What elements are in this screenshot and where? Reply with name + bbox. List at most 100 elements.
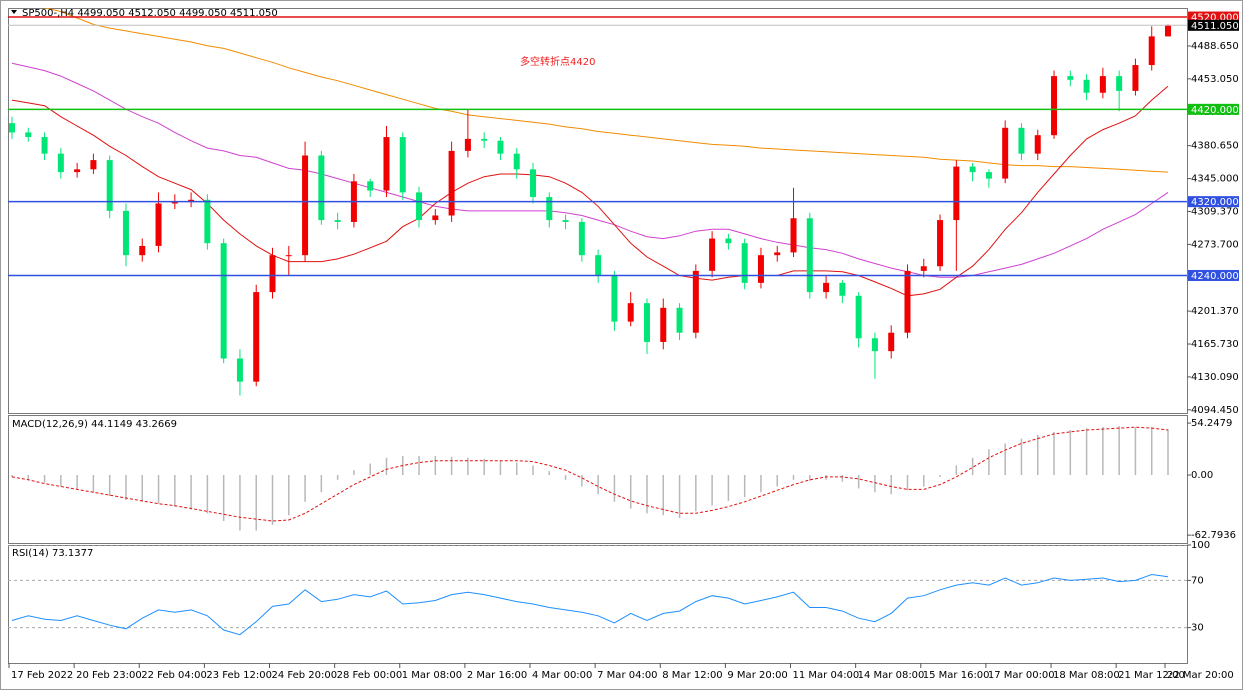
candle-body [823, 282, 830, 293]
y-tick-label: 30 [1191, 623, 1204, 634]
candle-body [1018, 127, 1025, 154]
candle-body [839, 282, 846, 296]
y-tick-label: 4309.370 [1191, 206, 1239, 217]
level-label: 4520.000 [1191, 13, 1239, 24]
candle-body [1116, 76, 1123, 91]
candle-body [464, 138, 471, 151]
candle-body [74, 169, 81, 173]
x-tick-label: 17 Feb 2022 [11, 670, 73, 681]
y-tick-label: -62.7936 [1191, 530, 1236, 541]
candle-body [595, 255, 602, 276]
candle-body [709, 238, 716, 271]
candle-body [725, 238, 732, 244]
x-tick-label: 17 Mar 00:00 [988, 670, 1055, 681]
symbol-menu-icon [11, 10, 17, 14]
candle-body [285, 255, 292, 257]
rsi-title: RSI(14) 73.1377 [12, 548, 93, 559]
candle-body [660, 307, 667, 342]
main-pane [8, 8, 1188, 414]
candle-body [611, 275, 618, 322]
candle-body [41, 137, 48, 154]
x-tick-label: 22 Mar 20:00 [1167, 670, 1234, 681]
x-tick-label: 7 Mar 04:00 [597, 670, 657, 681]
candle-body [1148, 36, 1155, 66]
level-label-box [1188, 196, 1239, 208]
candle-body [318, 155, 325, 221]
candle-body [106, 160, 113, 211]
candle-body [416, 192, 423, 221]
candle-body [920, 266, 927, 271]
signal-line [11, 426, 1169, 522]
x-tick-label: 20 Feb 23:00 [76, 670, 142, 681]
candle-body [774, 252, 781, 256]
candle-body [741, 243, 748, 283]
x-tick-label: 18 Mar 08:00 [1053, 670, 1120, 681]
candle-body [985, 172, 992, 179]
candle-body [334, 220, 341, 222]
candle-body [383, 137, 390, 191]
candle-body [627, 303, 634, 322]
candle-body [432, 215, 439, 221]
candle-body [139, 245, 146, 256]
level-label: 4420.000 [1191, 105, 1239, 116]
candle-body [904, 270, 911, 333]
candle-body [497, 140, 504, 154]
candle-body [90, 160, 97, 170]
y-tick-label: 100 [1191, 540, 1210, 551]
candle-body [871, 338, 878, 352]
x-tick-label: 9 Mar 20:00 [727, 670, 787, 681]
last-price-label: 4511.050 [1191, 21, 1239, 32]
x-tick-label: 28 Feb 00:00 [337, 670, 403, 681]
last-price-box [1188, 19, 1239, 31]
candle-body [481, 138, 488, 141]
plot-layer: 4488.6504453.0504417.3504380.6504345.000… [8, 8, 1239, 681]
candle-body [1002, 127, 1009, 179]
moving-average [43, 8, 1169, 173]
y-tick-label: 4094.450 [1191, 405, 1239, 416]
x-tick-label: 4 Mar 00:00 [532, 670, 592, 681]
candle-body [269, 255, 276, 293]
candle-body [513, 153, 520, 170]
y-tick-label: 4345.000 [1191, 174, 1239, 185]
y-tick-label: 4130.090 [1191, 372, 1239, 383]
candle-body [578, 221, 585, 256]
candle-body [676, 307, 683, 333]
candle-body [1083, 79, 1090, 93]
macd-title: MACD(12,26,9) 44.1149 43.2669 [12, 419, 177, 430]
candle-body [220, 243, 227, 359]
candle-body [188, 199, 195, 202]
x-tick-label: 11 Mar 04:00 [793, 670, 860, 681]
y-tick-label: 4380.650 [1191, 141, 1239, 152]
candle-body [57, 153, 64, 173]
candle-body [1132, 65, 1139, 91]
candle-body [1034, 135, 1041, 154]
candle-body [236, 358, 243, 382]
x-tick-label: 1 Mar 08:00 [402, 670, 462, 681]
y-tick-label: 54.2479 [1191, 418, 1232, 429]
x-tick-label: 15 Mar 16:00 [923, 670, 990, 681]
candle-body [969, 166, 976, 173]
candle-body [204, 199, 211, 244]
y-tick-label: 0.00 [1191, 470, 1213, 481]
y-tick-label: 4488.650 [1191, 41, 1239, 52]
candle-body [122, 210, 129, 256]
rsi-line [11, 573, 1169, 636]
candle-body [1051, 76, 1058, 136]
candle-body [399, 137, 406, 193]
x-tick-label: 23 Feb 12:00 [206, 670, 272, 681]
y-tick-label: 70 [1191, 575, 1204, 586]
candle-body [1067, 76, 1074, 80]
candle-body [171, 201, 178, 204]
candle-body [953, 166, 960, 221]
level-label-box [1188, 269, 1239, 281]
x-tick-label: 2 Mar 16:00 [467, 670, 527, 681]
candle-body [806, 218, 813, 293]
candle-body [302, 155, 309, 256]
candle-body [155, 203, 162, 246]
pane-plot [11, 426, 1169, 531]
x-tick-label: 8 Mar 12:00 [662, 670, 722, 681]
candle-body [1165, 25, 1171, 37]
y-tick-label: 4273.700 [1191, 239, 1239, 250]
candle-body [757, 255, 764, 283]
